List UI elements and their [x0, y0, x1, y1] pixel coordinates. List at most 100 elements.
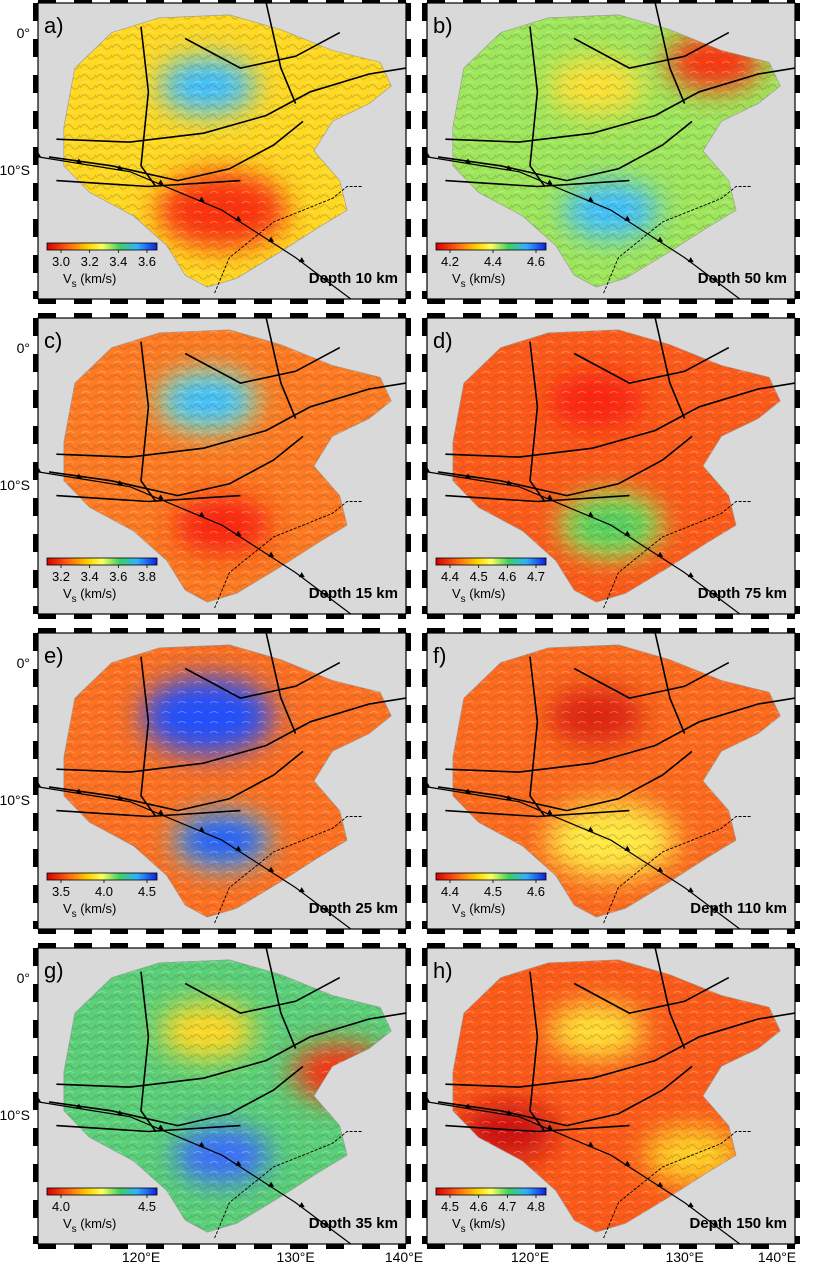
lat-label: 10°S	[0, 162, 30, 178]
trench-tooth	[712, 905, 719, 911]
colorbar-tick-label: 4.5	[138, 1199, 156, 1214]
panel-letter: b)	[433, 13, 453, 38]
trench-tooth	[198, 196, 205, 202]
lon-label: 120°E	[511, 1249, 549, 1265]
panel-h: h) Depth 150 km 4.5 4.6 4.7 4.8 Vs (km/s)	[422, 943, 800, 1249]
coverage-outline	[452, 644, 781, 918]
trench-tooth	[624, 1160, 631, 1166]
coverage-outline	[63, 14, 392, 288]
colorbar-tick-label: 4.7	[498, 1199, 516, 1214]
fault-line	[184, 346, 341, 384]
subduction-trench	[37, 471, 352, 615]
trench-tooth	[268, 236, 275, 242]
trench-tooth	[157, 809, 164, 815]
colorbar-tick-label: 4.5	[484, 884, 502, 899]
depth-label: Depth 50 km	[698, 270, 787, 287]
fault-line	[265, 947, 297, 1049]
fault-line	[445, 67, 796, 143]
lon-label: 130°E	[276, 1249, 314, 1265]
subduction-trench	[37, 1101, 352, 1245]
panel-letter: g)	[44, 958, 64, 983]
coastline	[214, 1131, 362, 1239]
depth-label: Depth 35 km	[309, 1215, 398, 1232]
depth-label: Depth 110 km	[690, 900, 787, 917]
trench-tooth	[323, 275, 330, 281]
colorbar-tick-label: 4.6	[498, 569, 516, 584]
lat-label: 10°S	[0, 792, 30, 808]
fault-line	[56, 697, 407, 773]
trench-tooth	[587, 826, 594, 832]
trench-tooth	[464, 473, 471, 479]
trench-tooth	[323, 1220, 330, 1226]
coverage-outline	[452, 329, 781, 603]
fault-line	[445, 697, 796, 773]
lat-label: 0°	[17, 340, 30, 356]
trench-tooth	[323, 905, 330, 911]
colorbar-tick-label: 3.6	[138, 254, 156, 269]
trench-tooth	[587, 196, 594, 202]
panel-g: g) Depth 35 km 4.0 4.5 Vs (km/s) 0° 10°S	[0, 943, 411, 1249]
trench-tooth	[198, 511, 205, 517]
fault-line	[437, 435, 693, 497]
colorbar-title: Vs (km/s)	[63, 271, 116, 290]
trench-tooth	[116, 480, 123, 486]
depth-label: Depth 25 km	[309, 900, 398, 917]
fault-line	[529, 341, 546, 502]
fault-line	[265, 2, 297, 104]
trench-tooth	[657, 1181, 664, 1187]
colorbar-title: Vs (km/s)	[63, 586, 116, 605]
colorbar	[46, 557, 158, 566]
trench-tooth	[298, 572, 305, 578]
trench-tooth	[198, 826, 205, 832]
fault-line	[437, 120, 693, 182]
coverage-outline	[63, 644, 392, 918]
fault-line	[140, 26, 157, 187]
coverage-outline	[63, 959, 392, 1233]
panel-letter: c)	[44, 328, 62, 353]
fault-line	[56, 809, 241, 818]
coastline	[603, 186, 751, 294]
panel-f: f) Depth 110 km 4.4 4.5 4.6 Vs (km/s)	[422, 628, 800, 934]
trench-tooth	[198, 1141, 205, 1147]
colorbar	[435, 872, 547, 881]
trench-tooth	[505, 165, 512, 171]
colorbar-tick-label: 4.6	[527, 254, 545, 269]
fault-line	[56, 179, 241, 188]
fault-line	[529, 971, 546, 1132]
subduction-trench	[426, 156, 741, 300]
fault-line	[445, 494, 630, 503]
trench-tooth	[712, 1220, 719, 1226]
lon-label: 140°E	[385, 1249, 423, 1265]
fault-line	[265, 317, 297, 419]
trench-tooth	[235, 1160, 242, 1166]
fault-line	[56, 1012, 407, 1088]
fault-line	[654, 632, 686, 734]
colorbar-tick-label: 4.5	[138, 884, 156, 899]
colorbar-tick-label: 4.4	[441, 569, 459, 584]
fault-line	[265, 632, 297, 734]
colorbar	[46, 872, 158, 881]
trench-tooth	[268, 866, 275, 872]
trench-tooth	[464, 158, 471, 164]
trench-tooth	[116, 795, 123, 801]
depth-label: Depth 75 km	[698, 585, 787, 602]
subduction-trench	[37, 786, 352, 930]
lon-label: 140°E	[758, 1249, 796, 1265]
trench-tooth	[587, 511, 594, 517]
trench-tooth	[235, 530, 242, 536]
coverage-outline	[452, 14, 781, 288]
trench-tooth	[268, 551, 275, 557]
fault-line	[654, 2, 686, 104]
colorbar	[435, 242, 547, 251]
trench-tooth	[157, 494, 164, 500]
panel-letter: d)	[433, 328, 453, 353]
panel-e: e) Depth 25 km 3.5 4.0 4.5 Vs (km/s) 0° 10°S	[0, 628, 411, 934]
colorbar-tick-label: 3.6	[109, 569, 127, 584]
fault-line	[184, 31, 341, 69]
lon-label: 130°E	[665, 1249, 703, 1265]
fault-line	[48, 120, 304, 182]
trench-tooth	[298, 1202, 305, 1208]
trench-tooth	[464, 1103, 471, 1109]
